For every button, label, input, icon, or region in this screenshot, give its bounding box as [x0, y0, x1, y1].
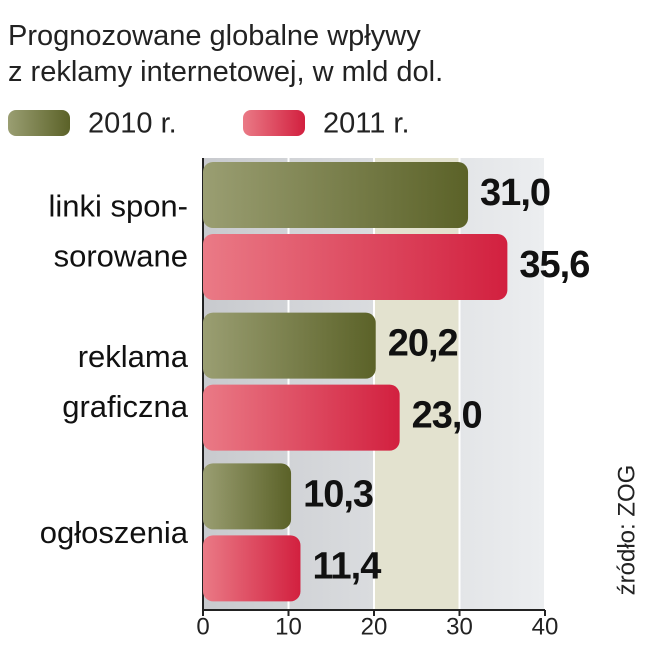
legend-label: 2011 r. [323, 108, 410, 140]
source: źródło: ZOG [613, 465, 640, 596]
value-label: 20,2 [388, 323, 458, 365]
bar [203, 463, 292, 530]
chart-title: Prognozowane globalne wpływy z reklamy in… [8, 20, 443, 88]
value-label: 23,0 [412, 395, 482, 437]
value-label: 35,6 [519, 244, 589, 286]
x-tick-label: 30 [446, 613, 473, 640]
x-tick-label: 10 [275, 613, 302, 640]
y-tick-label: linki spon-sorowane [48, 189, 188, 274]
legend-label: 2010 r. [88, 108, 177, 140]
y-tick-label: reklama graficzna [62, 339, 189, 424]
value-label: 10,3 [303, 473, 373, 515]
legend-swatch [243, 110, 305, 136]
bar [203, 384, 400, 451]
y-tick-label: ogłoszenia [40, 515, 189, 550]
legend-swatch [8, 110, 70, 136]
x-tick-label: 40 [532, 613, 559, 640]
bar [203, 234, 508, 300]
bar [203, 312, 376, 379]
bar [203, 162, 469, 228]
plot-band [374, 158, 460, 610]
x-tick-label: 0 [196, 613, 209, 640]
x-tick-label: 20 [361, 613, 388, 640]
value-label: 11,4 [312, 545, 381, 587]
bar [203, 535, 301, 602]
value-label: 31,0 [480, 172, 550, 214]
